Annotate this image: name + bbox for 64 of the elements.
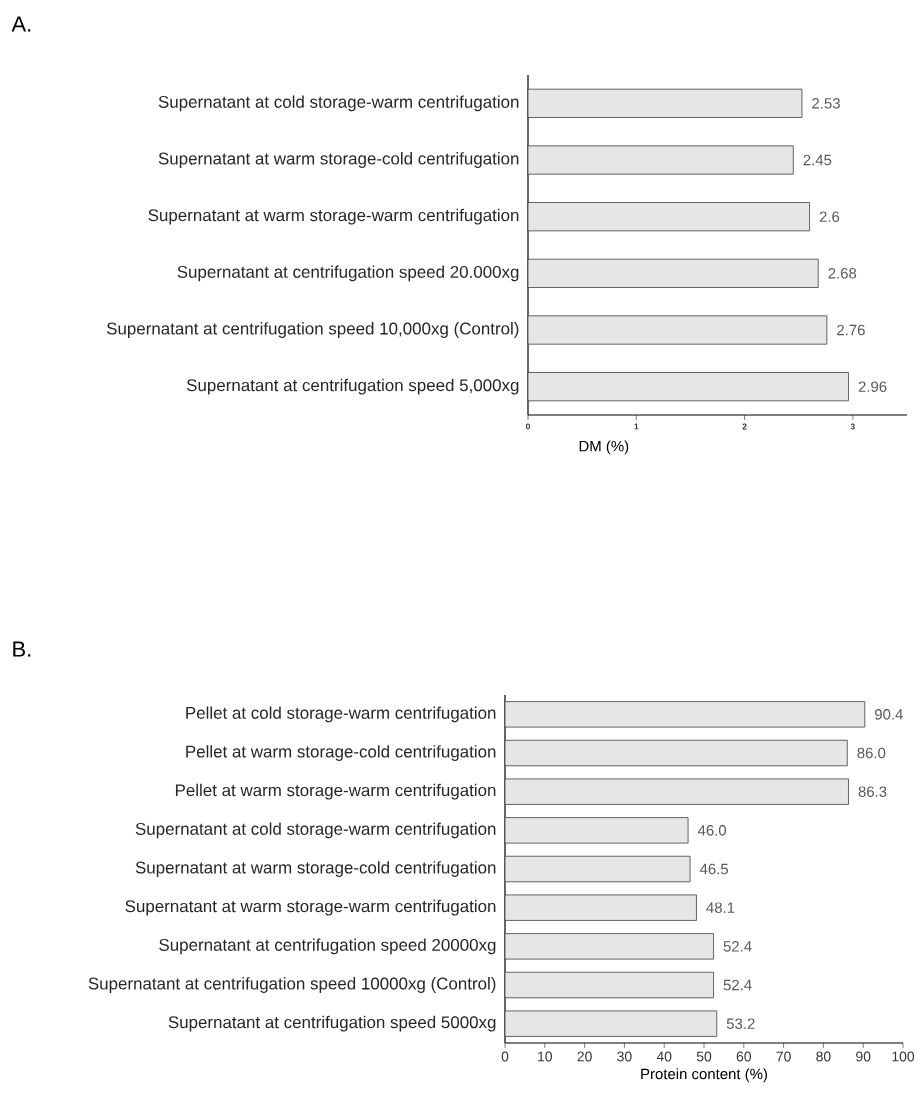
y-tick-label: Pellet at cold storage-warm centrifugation: [186, 706, 496, 723]
bar: [504, 894, 697, 921]
data-label: 90.4: [875, 709, 903, 720]
x-tick-label: 100: [892, 1051, 915, 1062]
y-tick-label: Pellet at warm storage-cold centrifugation: [186, 745, 496, 761]
x-tick-label: 20: [577, 1051, 592, 1062]
text: B.: [13, 641, 31, 657]
data-label: 86.3: [858, 786, 887, 797]
x-tick-label: 10: [538, 1051, 553, 1062]
y-tick-label: Pellet at warm storage-warm centrifugation: [175, 783, 496, 800]
x-tick-label: 40: [656, 1051, 672, 1062]
x-tick-label: 80: [816, 1051, 831, 1062]
data-label: 53.2: [726, 1018, 755, 1029]
x-tick-label: 90: [856, 1051, 871, 1062]
bar: [527, 372, 849, 402]
bar: [527, 88, 803, 118]
x-tick-label: 2: [742, 423, 747, 430]
data-label: 46.0: [697, 825, 727, 836]
bar: [504, 933, 714, 960]
x-axis-title: DM (%): [579, 440, 629, 455]
y-tick-label: Supernatant at centrifugation speed 20000xg: [159, 938, 496, 955]
data-label: 46.5: [699, 863, 729, 875]
y-tick-label: Supernatant at centrifugation speed 20.000xg: [177, 265, 519, 282]
data-label: 52.4: [723, 941, 752, 952]
x-tick-label: 0: [501, 1051, 509, 1062]
bar: [527, 145, 794, 175]
data-label: 2.45: [803, 154, 832, 166]
bar: [504, 778, 849, 805]
text: A.: [11, 16, 31, 32]
x-tick-label: 3: [850, 423, 855, 430]
x-axis-title: Protein content (%): [641, 1068, 768, 1083]
x-tick-label: 30: [617, 1051, 632, 1062]
data-label: 2.6: [819, 211, 840, 222]
data-label: 52.4: [723, 979, 752, 991]
bar: [504, 971, 714, 999]
y-tick-label: Supernatant at centrifugation speed 10000xg (Control): [88, 977, 496, 993]
bar: [504, 855, 691, 883]
bar: [504, 739, 848, 767]
y-tick-label: Supernatant at cold storage-warm centrifugation: [135, 822, 496, 839]
y-tick-label: Supernatant at centrifugation speed 10,000xg (Control): [106, 322, 519, 338]
bar: [504, 1010, 718, 1037]
bar: [527, 202, 810, 232]
x-tick-label: 0: [525, 423, 530, 430]
data-label: 48.1: [706, 902, 735, 913]
x-tick-label: 1: [634, 423, 639, 430]
y-tick-label: Supernatant at warm storage-cold centrifugation: [135, 861, 496, 877]
bar: [527, 315, 828, 345]
y-tick-label: Supernatant at warm storage-warm centrifugation: [125, 899, 496, 916]
x-tick-label: 50: [696, 1051, 712, 1062]
data-label: 2.68: [828, 268, 857, 279]
bar: [527, 258, 819, 288]
data-label: 2.76: [837, 324, 865, 336]
y-tick-label: Supernatant at cold storage-warm centrifugation: [158, 95, 519, 112]
y-tick-label: Supernatant at centrifugation speed 5000xg: [168, 1015, 496, 1032]
data-label: 86.0: [857, 747, 886, 759]
x-tick-label: 60: [736, 1051, 752, 1062]
y-tick-label: Supernatant at centrifugation speed 5,000xg: [186, 378, 519, 395]
data-label: 2.96: [858, 381, 887, 392]
x-tick-label: 70: [776, 1051, 791, 1062]
y-tick-label: Supernatant at warm storage-warm centrifugation: [148, 208, 519, 225]
bar: [504, 701, 866, 728]
bar: [504, 817, 689, 844]
data-label: 2.53: [812, 98, 840, 109]
y-tick-label: Supernatant at warm storage-cold centrifugation: [158, 152, 519, 168]
